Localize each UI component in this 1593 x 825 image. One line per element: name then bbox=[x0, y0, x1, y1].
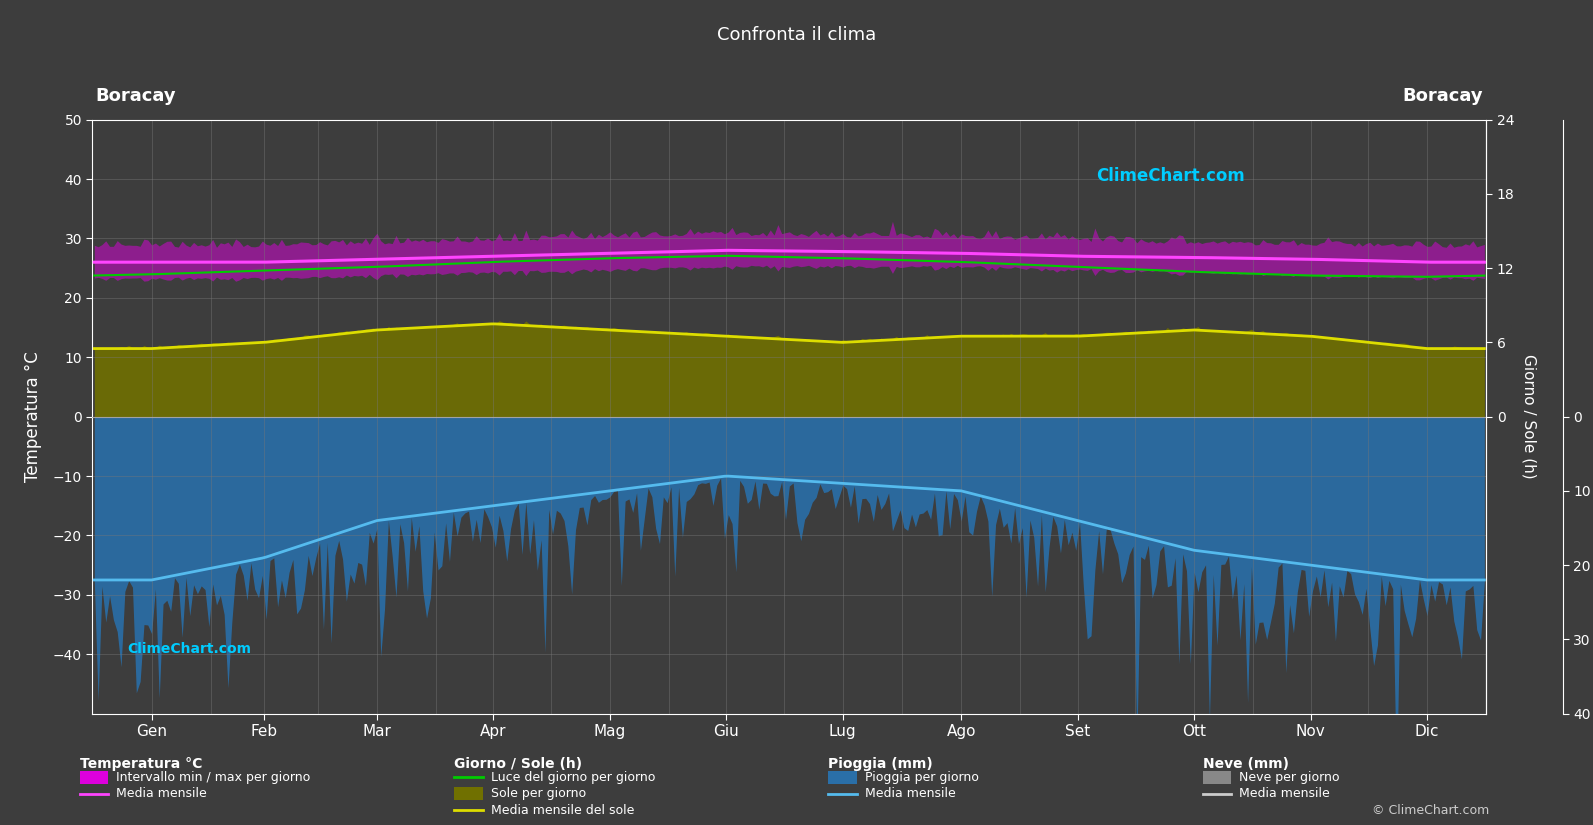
Text: Media mensile: Media mensile bbox=[116, 787, 207, 800]
Text: Giorno / Sole (h): Giorno / Sole (h) bbox=[454, 757, 581, 771]
Text: Boracay: Boracay bbox=[96, 87, 175, 105]
Text: Pioggia (mm): Pioggia (mm) bbox=[828, 757, 933, 771]
Text: © ClimeChart.com: © ClimeChart.com bbox=[1372, 804, 1489, 817]
Text: Luce del giorno per giorno: Luce del giorno per giorno bbox=[491, 771, 655, 784]
Text: ClimeChart.com: ClimeChart.com bbox=[127, 643, 252, 657]
Text: Boracay: Boracay bbox=[1403, 87, 1483, 105]
Text: Pioggia per giorno: Pioggia per giorno bbox=[865, 771, 978, 784]
Y-axis label: Temperatura °C: Temperatura °C bbox=[24, 351, 41, 482]
Text: Sole per giorno: Sole per giorno bbox=[491, 787, 586, 800]
Text: Media mensile: Media mensile bbox=[1239, 787, 1330, 800]
Text: Media mensile del sole: Media mensile del sole bbox=[491, 804, 634, 817]
Text: Temperatura °C: Temperatura °C bbox=[80, 757, 202, 771]
Text: ClimeChart.com: ClimeChart.com bbox=[1096, 167, 1244, 185]
Text: Media mensile: Media mensile bbox=[865, 787, 956, 800]
Text: Confronta il clima: Confronta il clima bbox=[717, 26, 876, 45]
Text: Neve (mm): Neve (mm) bbox=[1203, 757, 1289, 771]
Text: Neve per giorno: Neve per giorno bbox=[1239, 771, 1340, 784]
Y-axis label: Giorno / Sole (h): Giorno / Sole (h) bbox=[1521, 354, 1537, 479]
Text: Intervallo min / max per giorno: Intervallo min / max per giorno bbox=[116, 771, 311, 784]
